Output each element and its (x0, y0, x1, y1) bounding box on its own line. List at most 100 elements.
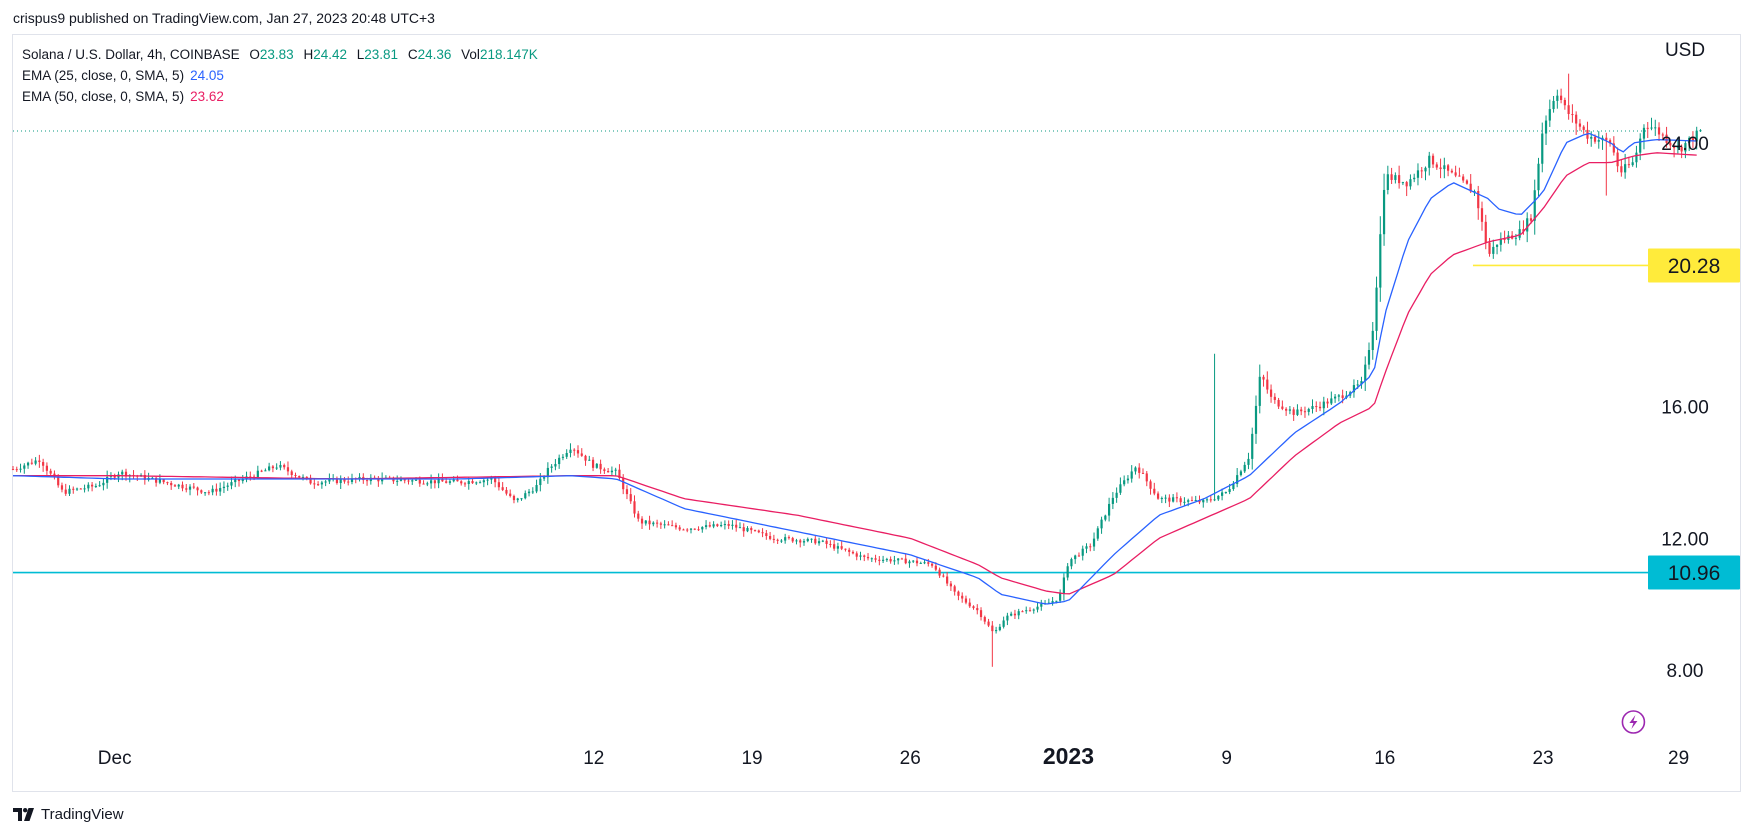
candle-body (746, 528, 749, 532)
lightning-icon-bolt (1629, 715, 1638, 729)
candle-body (177, 484, 180, 487)
candle (1096, 526, 1099, 541)
candle-body (1431, 155, 1435, 165)
legend-symbol[interactable]: Solana / U.S. Dollar, 4h, COINBASE (22, 47, 240, 62)
candle-body (1006, 615, 1009, 621)
legend-ema25-row[interactable]: EMA (25, close, 0, SMA, 5) 24.05 (22, 65, 538, 86)
footer-brand[interactable]: TradingView (13, 806, 124, 823)
candle (1232, 481, 1235, 491)
candle (942, 573, 945, 578)
candle-body (403, 479, 406, 481)
candle-body (1552, 100, 1555, 110)
candle-body (716, 524, 719, 527)
candle-body (1221, 492, 1224, 496)
candle (1578, 119, 1582, 131)
candle-body (588, 459, 591, 461)
candle (1469, 174, 1472, 194)
candle (1405, 180, 1408, 197)
candle-body (516, 498, 519, 501)
candle (704, 520, 708, 530)
candle-body (1164, 497, 1167, 499)
candle-body (976, 608, 979, 611)
candle (60, 482, 64, 493)
candle (908, 559, 911, 568)
candle-body (1251, 433, 1254, 459)
candle (1398, 165, 1401, 189)
candle-body (486, 479, 489, 481)
candle (689, 527, 693, 534)
time-tick-label: 12 (583, 748, 604, 769)
support-price-label[interactable]: 10.96 (1648, 555, 1740, 590)
ema50-line[interactable] (13, 152, 1697, 595)
candle-body (249, 476, 252, 478)
candle (30, 458, 33, 465)
price-tick-label: 24.00 (1661, 134, 1709, 155)
candle (1635, 145, 1638, 168)
candle (1138, 463, 1141, 479)
candle-body (162, 479, 165, 483)
candle-body (1273, 396, 1276, 400)
candle (1639, 133, 1642, 161)
candle-body (1172, 497, 1175, 502)
candle-body (983, 617, 986, 622)
candle-body (19, 468, 22, 470)
candle (746, 526, 749, 533)
legend-ema25-value: 24.05 (190, 68, 224, 83)
candle (1420, 166, 1423, 179)
candle (343, 476, 346, 484)
resistance-price-label[interactable]: 20.28 (1648, 248, 1740, 283)
candle (976, 604, 979, 615)
candle-body (1315, 406, 1318, 408)
candle-body (313, 483, 316, 485)
candle-body (942, 575, 945, 577)
candle-body (1390, 174, 1393, 180)
candle-body (158, 479, 161, 483)
candle-body (904, 558, 907, 564)
candle-body (848, 549, 851, 552)
candle-body (780, 540, 783, 542)
candle-body (1179, 498, 1182, 503)
candle (1021, 610, 1024, 613)
candle (1285, 407, 1288, 416)
candle-body (482, 480, 485, 483)
candle (1424, 166, 1427, 181)
candle (339, 475, 342, 490)
candle-body (155, 477, 158, 483)
candle-body (166, 482, 169, 484)
ema25-line[interactable] (12, 132, 1697, 605)
candle (268, 462, 271, 472)
candle (772, 534, 775, 544)
candle (226, 482, 229, 491)
candle (1375, 276, 1378, 341)
candle-body (1462, 176, 1465, 181)
candle-body (1503, 238, 1506, 240)
candle (1077, 552, 1081, 557)
candle-body (652, 522, 655, 525)
candle (471, 478, 474, 484)
candle (45, 462, 48, 475)
candle (1654, 119, 1657, 136)
candle (1164, 494, 1167, 504)
lightning-icon[interactable] (1621, 710, 1646, 734)
legend-ema50-row[interactable]: EMA (50, close, 0, SMA, 5) 23.62 (22, 86, 538, 107)
candle-body (1202, 499, 1205, 503)
candle-body (1488, 242, 1491, 254)
candle (588, 455, 591, 461)
candle-body (445, 481, 448, 483)
candle (1495, 244, 1499, 255)
candle-body (1447, 165, 1450, 171)
candle-body (1616, 152, 1619, 167)
candle (524, 490, 527, 500)
candle-body (509, 493, 512, 496)
candle-body (1051, 601, 1054, 603)
candle (1379, 216, 1382, 302)
candle-body (817, 541, 821, 544)
candle-body (995, 630, 998, 632)
candle-body (418, 479, 421, 484)
candle (535, 479, 538, 494)
candle-body (324, 481, 327, 483)
candle (1537, 157, 1540, 197)
candle (1119, 477, 1122, 495)
candle (1062, 573, 1065, 601)
